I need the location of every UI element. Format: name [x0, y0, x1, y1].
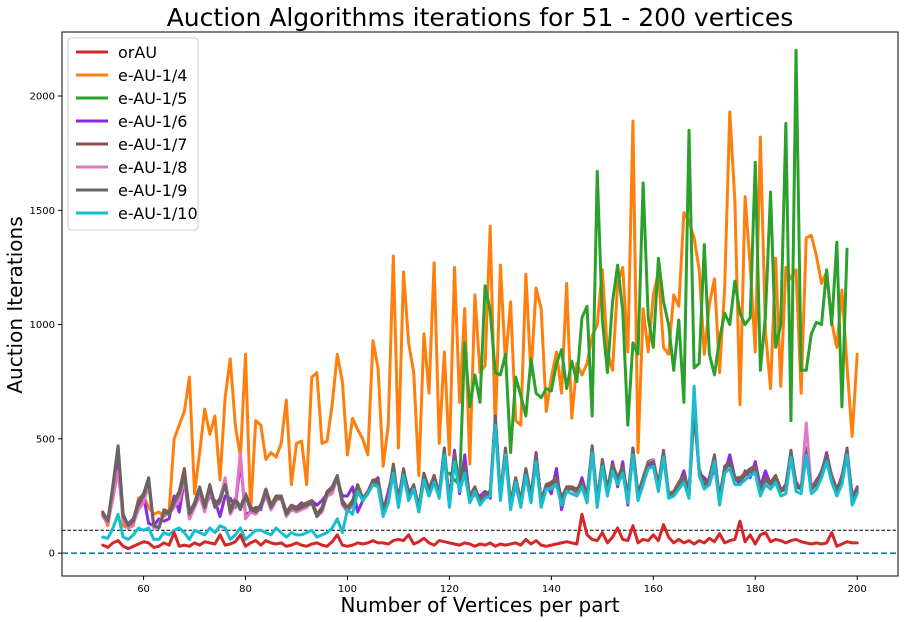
legend-label: e-AU-1/7: [118, 135, 187, 154]
series-line-orau: [101, 512, 859, 551]
legend-label: e-AU-1/10: [118, 204, 198, 223]
legend-label: orAU: [118, 43, 157, 62]
x-tick-label: 160: [644, 584, 663, 595]
legend-label: e-AU-1/8: [118, 158, 187, 177]
y-tick-label: 1000: [30, 320, 55, 331]
x-tick-label: 100: [338, 584, 357, 595]
y-axis-label: Auction Iterations: [3, 216, 27, 393]
plot-area: [61, 31, 899, 577]
legend-label: e-AU-1/5: [118, 89, 187, 108]
legend-label: e-AU-1/6: [118, 112, 187, 131]
chart-title: Auction Algorithms iterations for 51 - 2…: [167, 3, 794, 32]
legend: orAU e-AU-1/4 e-AU-1/5 e-AU-1/6 e-AU-1/7 e-AU…: [67, 37, 199, 231]
x-tick-label: 80: [239, 584, 252, 595]
x-axis-label: Number of Vertices per part: [340, 593, 619, 617]
x-tick-label: 200: [848, 584, 867, 595]
legend-label: e-AU-1/4: [118, 66, 187, 85]
x-tick-label: 120: [440, 584, 459, 595]
plot-frame: [61, 31, 899, 577]
legend-box: [67, 37, 199, 231]
x-tick-label: 180: [746, 584, 765, 595]
y-tick-label: 1500: [30, 206, 55, 217]
series-line-e-au-1-10: [101, 384, 859, 541]
series-line-e-au-1-5: [447, 48, 849, 487]
y-tick-label: 2000: [30, 92, 55, 103]
series-group: [62, 48, 898, 554]
x-tick-label: 140: [542, 584, 561, 595]
x-tick-label: 60: [137, 584, 150, 595]
y-tick-label: 500: [36, 434, 55, 445]
legend-label: e-AU-1/9: [118, 181, 187, 200]
y-tick-label: 0: [49, 549, 55, 560]
